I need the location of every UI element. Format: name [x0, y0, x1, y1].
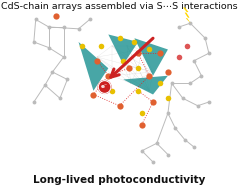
Polygon shape [79, 42, 108, 91]
Polygon shape [134, 38, 168, 76]
Text: e⁻: e⁻ [101, 84, 108, 90]
Polygon shape [108, 34, 138, 64]
Polygon shape [183, 7, 191, 23]
Circle shape [98, 81, 111, 93]
Polygon shape [123, 76, 168, 94]
Text: CdS-chain arrays assembled via S⋯S interactions: CdS-chain arrays assembled via S⋯S inter… [1, 2, 238, 11]
Text: Long-lived photoconductivity: Long-lived photoconductivity [33, 175, 206, 184]
